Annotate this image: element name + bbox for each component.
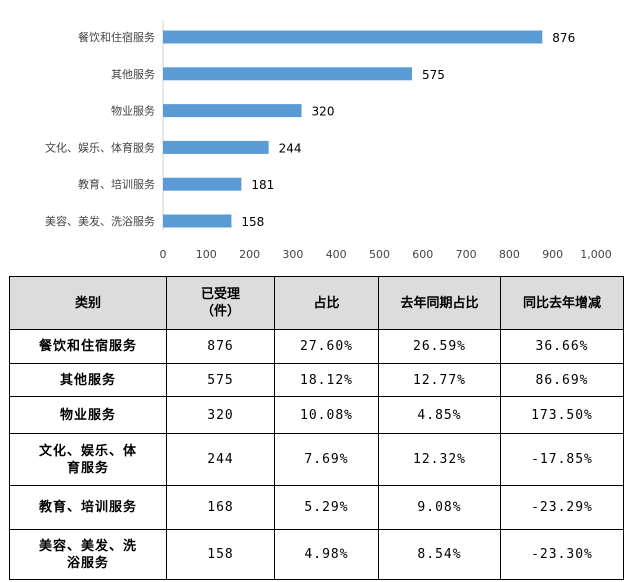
- category-label: 教育、培训服务: [78, 177, 155, 191]
- bar: [163, 67, 412, 81]
- bar-chart-svg: 餐饮和住宿服务 876 其他服务 575 物业服务 320 文化、娱乐、体育服务 244 教育、…: [45, 20, 612, 261]
- cell-category: 物业服务: [9, 396, 167, 434]
- table-row: 教育、培训服务 168 5.29% 9.08% -23.29%: [9, 485, 624, 530]
- bar: [163, 140, 269, 154]
- cell-share: 7.69%: [274, 433, 379, 486]
- header-share: 占比: [274, 276, 379, 330]
- table-row: 物业服务 320 10.08% 4.85% 173.50%: [9, 396, 624, 434]
- cell-accepted: 244: [166, 433, 275, 486]
- cell-category: 其他服务: [9, 363, 167, 397]
- cell-last-year-share: 12.32%: [378, 433, 501, 486]
- category-label: 餐饮和住宿服务: [78, 30, 155, 44]
- x-tick-label: 1,000: [580, 248, 612, 261]
- cell-category: 文化、娱乐、体 育服务: [9, 433, 167, 486]
- cell-last-year-share: 26.59%: [378, 329, 501, 364]
- header-last-year-share: 去年同期占比: [378, 276, 501, 330]
- table-header-row: 类别 已受理 （件） 占比 去年同期占比 同比去年增减: [9, 276, 624, 330]
- complaints-table: 类别 已受理 （件） 占比 去年同期占比 同比去年增减 餐饮和住宿服务 876 …: [9, 276, 624, 580]
- table-row: 其他服务 575 18.12% 12.77% 86.69%: [9, 363, 624, 397]
- cell-share: 27.60%: [274, 329, 379, 364]
- x-tick-label: 400: [326, 248, 347, 261]
- x-tick-label: 900: [542, 248, 563, 261]
- cell-category: 教育、培训服务: [9, 485, 167, 530]
- cell-yoy-change: -23.30%: [500, 529, 624, 580]
- cell-share: 18.12%: [274, 363, 379, 397]
- x-tick-label: 800: [499, 248, 520, 261]
- data-label: 876: [552, 31, 575, 45]
- cell-last-year-share: 4.85%: [378, 396, 501, 434]
- category-label: 文化、娱乐、体育服务: [45, 140, 155, 154]
- cell-last-year-share: 12.77%: [378, 363, 501, 397]
- cell-yoy-change: -17.85%: [500, 433, 624, 486]
- category-label: 物业服务: [111, 104, 155, 118]
- cell-accepted: 158: [166, 529, 275, 580]
- data-label: 575: [422, 68, 445, 82]
- table-row: 餐饮和住宿服务 876 27.60% 26.59% 36.66%: [9, 329, 624, 364]
- data-label: 158: [241, 215, 264, 229]
- cell-share: 5.29%: [274, 485, 379, 530]
- cell-category: 餐饮和住宿服务: [9, 329, 167, 364]
- data-label: 244: [279, 141, 302, 155]
- cell-accepted: 168: [166, 485, 275, 530]
- x-tick-label: 0: [160, 248, 167, 261]
- cell-yoy-change: 173.50%: [500, 396, 624, 434]
- cell-last-year-share: 8.54%: [378, 529, 501, 580]
- cell-yoy-change: 86.69%: [500, 363, 624, 397]
- cell-yoy-change: -23.29%: [500, 485, 624, 530]
- cell-category: 美容、美发、洗 浴服务: [9, 529, 167, 580]
- cell-share: 10.08%: [274, 396, 379, 434]
- table-row: 美容、美发、洗 浴服务 158 4.98% 8.54% -23.30%: [9, 529, 624, 580]
- bar: [163, 104, 302, 118]
- cell-yoy-change: 36.66%: [500, 329, 624, 364]
- cell-share: 4.98%: [274, 529, 379, 580]
- x-tick-label: 300: [282, 248, 303, 261]
- x-tick-label: 200: [239, 248, 260, 261]
- x-tick-label: 600: [412, 248, 433, 261]
- header-category: 类别: [9, 276, 167, 330]
- bar: [163, 214, 232, 228]
- header-yoy-change: 同比去年增减: [500, 276, 624, 330]
- bar: [163, 30, 543, 44]
- x-tick-label: 700: [456, 248, 477, 261]
- x-tick-label: 100: [196, 248, 217, 261]
- category-label: 美容、美发、洗浴服务: [45, 214, 155, 228]
- table-row: 文化、娱乐、体 育服务 244 7.69% 12.32% -17.85%: [9, 433, 624, 486]
- category-label: 其他服务: [111, 68, 155, 81]
- header-accepted: 已受理 （件）: [166, 276, 275, 330]
- cell-accepted: 575: [166, 363, 275, 397]
- cell-last-year-share: 9.08%: [378, 485, 501, 530]
- bar: [163, 177, 242, 191]
- data-label: 320: [312, 105, 335, 119]
- bar-chart: 餐饮和住宿服务 876 其他服务 575 物业服务 320 文化、娱乐、体育服务 244 教育、…: [0, 0, 630, 272]
- cell-accepted: 320: [166, 396, 275, 434]
- cell-accepted: 876: [166, 329, 275, 364]
- data-label: 181: [251, 178, 274, 192]
- x-tick-label: 500: [369, 248, 390, 261]
